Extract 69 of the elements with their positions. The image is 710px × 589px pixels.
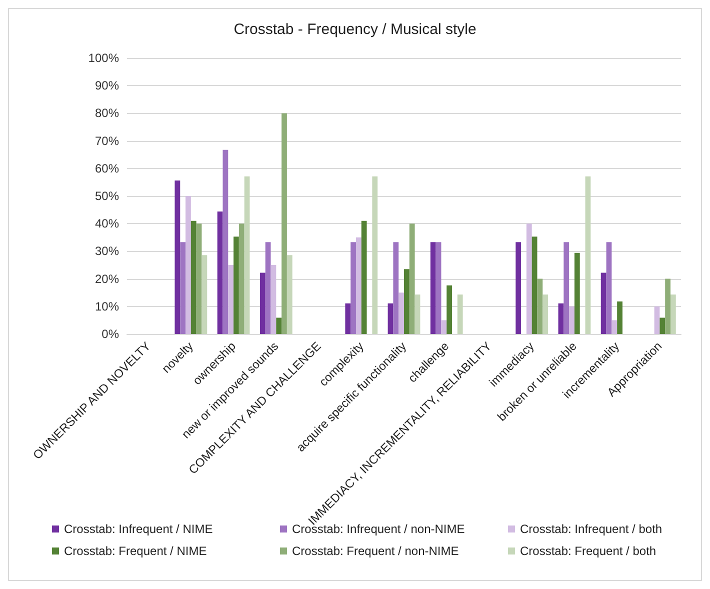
bar — [345, 303, 351, 334]
legend-label: Crosstab: Frequent / NIME — [64, 544, 207, 558]
bar — [244, 176, 250, 334]
bar — [265, 242, 271, 334]
legend-label: Crosstab: Infrequent / both — [520, 522, 662, 536]
bar — [282, 113, 287, 334]
y-tick-label: 20% — [94, 272, 120, 286]
bar — [516, 242, 522, 334]
bar — [542, 294, 548, 334]
bar — [574, 252, 580, 334]
bar — [196, 224, 202, 334]
bar — [414, 294, 420, 334]
bar — [660, 318, 666, 334]
bar — [617, 301, 622, 334]
bar — [606, 242, 612, 334]
bar — [532, 236, 538, 334]
bar — [238, 224, 244, 334]
bar — [600, 272, 606, 334]
legend-label: Crosstab: Infrequent / NIME — [64, 522, 213, 536]
y-tick-label: 60% — [94, 161, 120, 176]
bar — [526, 224, 532, 334]
bar — [585, 176, 591, 334]
y-tick-label: 70% — [94, 134, 120, 148]
bar — [441, 320, 447, 334]
bar — [260, 272, 266, 334]
bar — [670, 294, 676, 334]
bar — [350, 242, 356, 334]
bar — [430, 242, 436, 334]
bar — [409, 224, 415, 334]
bar — [398, 292, 404, 334]
bar — [180, 242, 186, 334]
bar — [393, 242, 399, 334]
legend-label: Crosstab: Frequent / both — [520, 544, 656, 558]
bar — [174, 180, 180, 334]
bar — [234, 236, 239, 334]
y-tick-label: 90% — [94, 78, 120, 93]
bar — [222, 150, 228, 334]
bar — [202, 255, 208, 334]
y-tick-label: 40% — [94, 216, 120, 231]
bar — [404, 269, 410, 334]
bar — [190, 220, 196, 334]
bar — [436, 242, 442, 334]
bar — [569, 306, 574, 334]
chart-title: Crosstab - Frequency / Musical style — [234, 21, 476, 38]
y-tick-label: 50% — [94, 189, 120, 203]
y-tick-label: 100% — [88, 51, 120, 65]
bar — [446, 285, 452, 334]
bar — [372, 176, 378, 334]
bar — [388, 303, 394, 334]
bar — [558, 303, 564, 334]
bar — [612, 320, 618, 334]
y-tick-label: 80% — [94, 106, 120, 120]
bar — [186, 196, 191, 334]
bar — [270, 265, 276, 334]
y-tick-label: 30% — [94, 244, 120, 258]
y-tick-label: 0% — [102, 327, 120, 341]
bar — [276, 318, 282, 334]
bar — [564, 242, 570, 334]
legend-label: Crosstab: Frequent / non-NIME — [292, 544, 459, 558]
bar — [361, 220, 367, 334]
bar — [537, 278, 543, 334]
bar — [286, 255, 292, 334]
bar — [217, 211, 223, 334]
bar — [654, 306, 660, 334]
bar — [356, 237, 362, 334]
bar — [665, 278, 670, 334]
y-tick-label: 10% — [94, 299, 120, 314]
bar — [228, 265, 234, 334]
bar — [457, 294, 463, 334]
